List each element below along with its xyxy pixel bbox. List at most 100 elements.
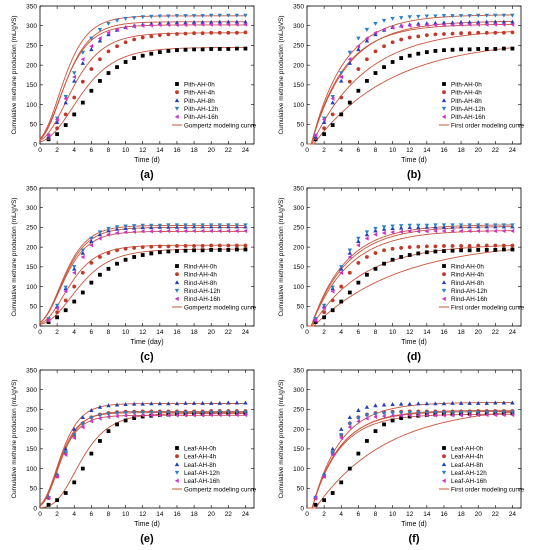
- x-tick-label: 2: [322, 511, 326, 518]
- data-point: [433, 32, 438, 37]
- data-point: [63, 452, 68, 457]
- data-point: [217, 412, 222, 418]
- legend-fit-entry: First order modeling curve: [451, 486, 525, 493]
- data-point: [183, 248, 188, 253]
- x-tick-label: 0: [38, 329, 42, 336]
- legend-marker: [174, 280, 180, 285]
- data-point: [217, 19, 222, 24]
- x-tick-label: 20: [475, 147, 483, 154]
- data-point: [399, 56, 404, 60]
- x-tick-label: 4: [72, 511, 76, 518]
- legend-fit-entry: First order modeling curve: [451, 304, 525, 311]
- data-point: [330, 491, 335, 495]
- data-point: [330, 308, 335, 313]
- data-point: [322, 126, 327, 131]
- data-point: [484, 47, 489, 51]
- plot-frame: [39, 187, 255, 327]
- legend-entry: Leaf-AH-16h: [451, 478, 487, 485]
- data-point: [131, 401, 137, 406]
- x-tick-label: 22: [492, 147, 500, 154]
- data-point: [200, 14, 205, 19]
- series-rind-ah-0h: [46, 247, 248, 324]
- data-point: [365, 272, 369, 277]
- x-tick-label: 20: [208, 147, 216, 154]
- x-tick-label: 6: [357, 511, 361, 518]
- data-point: [510, 13, 515, 18]
- plot-frame: [306, 369, 522, 509]
- data-point: [433, 223, 438, 228]
- data-point: [80, 100, 85, 105]
- data-point: [381, 411, 387, 416]
- x-tick-label: 20: [475, 329, 483, 336]
- y-tick-label: 100: [293, 466, 304, 473]
- y-tick-label: 250: [26, 407, 37, 414]
- data-point: [80, 250, 85, 255]
- data-point: [381, 225, 387, 230]
- data-point: [98, 57, 102, 62]
- data-point: [501, 223, 507, 228]
- data-point: [209, 22, 213, 27]
- data-point: [347, 270, 352, 275]
- legend-entry: Leaf-AH-0h: [451, 445, 484, 452]
- data-point: [407, 15, 412, 20]
- data-point: [322, 310, 327, 315]
- data-point: [467, 31, 472, 36]
- y-tick-label: 300: [293, 205, 304, 212]
- legend-entry: Rind-AH-8h: [184, 280, 217, 287]
- x-tick-label: 20: [208, 329, 216, 336]
- legend-entry: Pith-AH-4h: [184, 90, 215, 97]
- data-point: [157, 401, 163, 406]
- data-point: [313, 317, 318, 323]
- data-point: [97, 404, 103, 409]
- data-point: [382, 65, 386, 70]
- legend-marker: [174, 296, 179, 301]
- data-point: [89, 416, 94, 421]
- data-point: [347, 57, 352, 62]
- data-point: [183, 22, 188, 28]
- x-tick-label: 4: [339, 329, 343, 336]
- data-point: [339, 426, 344, 431]
- data-point: [72, 78, 77, 83]
- data-point: [140, 413, 145, 418]
- data-point: [450, 223, 455, 228]
- data-point: [493, 248, 498, 252]
- data-point: [226, 410, 231, 415]
- data-point: [72, 426, 77, 431]
- x-tick-label: 0: [38, 147, 42, 154]
- data-point: [149, 401, 154, 406]
- data-point: [166, 413, 171, 418]
- data-point: [157, 244, 162, 249]
- data-point: [424, 244, 429, 249]
- data-point: [183, 413, 188, 418]
- data-point: [416, 244, 421, 249]
- data-point: [72, 265, 77, 270]
- data-point: [89, 47, 94, 52]
- data-point: [157, 250, 162, 255]
- data-point: [243, 22, 248, 27]
- data-point: [54, 117, 59, 122]
- data-point: [72, 433, 77, 438]
- data-point: [63, 123, 68, 127]
- y-tick-label: 150: [26, 446, 37, 453]
- data-point: [399, 255, 404, 259]
- legend-marker: [442, 454, 446, 459]
- data-point: [166, 410, 171, 415]
- data-point: [97, 36, 102, 41]
- data-point: [166, 32, 171, 37]
- data-point: [330, 298, 335, 303]
- x-tick-label: 18: [457, 511, 465, 518]
- x-tick-label: 14: [156, 147, 164, 154]
- data-point: [200, 410, 205, 415]
- data-point: [243, 243, 248, 248]
- x-axis-label: Time (d): [401, 521, 427, 528]
- data-point: [390, 25, 395, 30]
- data-point: [407, 53, 412, 58]
- data-point: [72, 270, 76, 275]
- data-point: [356, 419, 361, 424]
- data-point: [313, 502, 318, 507]
- data-point: [365, 57, 369, 62]
- data-point: [217, 243, 222, 248]
- data-point: [424, 401, 430, 406]
- data-point: [106, 266, 111, 271]
- y-tick-label: 200: [26, 244, 37, 251]
